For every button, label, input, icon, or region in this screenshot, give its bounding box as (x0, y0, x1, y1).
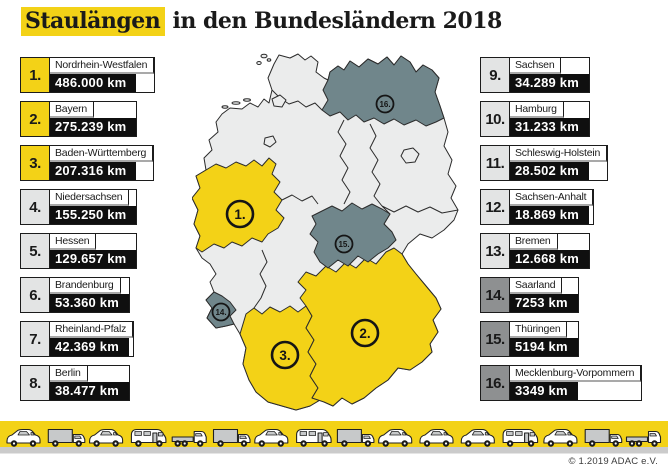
rank-item-15: 15. Thüringen 5194 km (480, 321, 579, 357)
congestion-value: 129.657 km (50, 250, 137, 268)
congestion-value: 28.502 km (510, 162, 589, 180)
rank-badge: 10. (481, 102, 510, 136)
rank-item-1: 1. Nordrhein-Westfalen 486.000 km (20, 57, 156, 93)
rank-badge: 13. (481, 234, 510, 268)
congestion-value: 18.869 km (510, 206, 589, 224)
rank-item-13: 13. Bremen 12.668 km (480, 233, 590, 269)
congestion-value: 42.369 km (50, 338, 129, 356)
map-marker-2: 2. (350, 318, 380, 348)
svg-text:14.: 14. (215, 308, 226, 317)
congestion-value: 34.289 km (510, 74, 589, 92)
traffic-band (0, 421, 668, 454)
congestion-value: 275.239 km (50, 118, 137, 136)
rank-badge: 7. (21, 322, 50, 356)
state-thueringen (309, 202, 397, 269)
ranking-column-left: 1. Nordrhein-Westfalen 486.000 km 2. Bay… (20, 57, 156, 401)
state-name: Hamburg (510, 102, 564, 118)
rank-item-6: 6. Brandenburg 53.360 km (20, 277, 130, 313)
rank-item-2: 2. Bayern 275.239 km (20, 101, 138, 137)
rank-item-11: 11. Schleswig-Holstein 28.502 km (480, 145, 609, 181)
congestion-value: 486.000 km (50, 74, 137, 92)
map-marker-15: 15. (334, 234, 354, 254)
state-name: Bremen (510, 234, 558, 250)
state-hamburg (271, 94, 287, 108)
state-name: Baden-Württemberg (50, 146, 154, 162)
state-saarland (205, 291, 237, 329)
rank-item-8: 8. Berlin 38.477 km (20, 365, 130, 401)
state-name: Mecklenburg-Vorpommern (510, 366, 642, 382)
rank-badge: 12. (481, 190, 510, 224)
rank-item-5: 5. Hessen 129.657 km (20, 233, 138, 269)
congestion-value: 31.233 km (510, 118, 589, 136)
svg-text:16.: 16. (379, 100, 390, 109)
state-name: Sachsen (510, 58, 562, 74)
map-marker-16: 16. (375, 94, 395, 114)
coastal-islands (221, 53, 272, 109)
state-bayern (297, 247, 442, 407)
rank-badge: 2. (21, 102, 50, 136)
state-mecklenburg-vorpommern (321, 55, 445, 127)
rank-badge: 8. (21, 366, 50, 400)
rank-badge: 9. (481, 58, 510, 92)
road-strip (0, 447, 668, 454)
rank-item-10: 10. Hamburg 31.233 km (480, 101, 590, 137)
congestion-value: 155.250 km (50, 206, 137, 224)
map-marker-3: 3. (270, 340, 300, 370)
rank-item-16: 16. Mecklenburg-Vorpommern 3349 km (480, 365, 643, 401)
state-bremen (263, 135, 277, 148)
germany-map: 1. 2. 3. 14. 15. 16. (192, 53, 459, 411)
state-name: Berlin (50, 366, 88, 382)
copyright-text: © 1.2019 ADAC e.V. (568, 456, 658, 467)
state-name: Thüringen (510, 322, 568, 338)
rank-badge: 6. (21, 278, 50, 312)
map-marker-1: 1. (225, 199, 255, 229)
congestion-value: 207.316 km (50, 162, 137, 180)
rank-item-3: 3. Baden-Württemberg 207.316 km (20, 145, 155, 181)
congestion-value: 53.360 km (50, 294, 129, 312)
rank-badge: 14. (481, 278, 510, 312)
state-name: Bayern (50, 102, 95, 118)
state-name: Nordrhein-Westfalen (50, 58, 155, 74)
congestion-value: 38.477 km (50, 382, 129, 400)
rank-badge: 16. (481, 366, 510, 400)
rank-badge: 4. (21, 190, 50, 224)
rank-item-9: 9. Sachsen 34.289 km (480, 57, 590, 93)
congestion-value: 5194 km (510, 338, 578, 356)
rank-badge: 11. (481, 146, 510, 180)
rank-item-4: 4. Niedersachsen 155.250 km (20, 189, 138, 225)
title-highlight: Staulängen (21, 7, 166, 36)
state-name: Rheinland-Pfalz (50, 322, 134, 338)
rank-item-14: 14. Saarland 7253 km (480, 277, 579, 313)
state-name: Sachsen-Anhalt (510, 190, 594, 206)
svg-text:2.: 2. (359, 326, 370, 341)
svg-text:3.: 3. (279, 348, 290, 363)
rank-badge: 1. (21, 58, 50, 92)
page-title: Staulängen in den Bundesländern 2018 (21, 7, 502, 36)
title-rest: in den Bundesländern 2018 (165, 8, 502, 34)
ranking-column-right: 9. Sachsen 34.289 km 10. Hamburg 31.233 … (480, 57, 643, 401)
rank-badge: 15. (481, 322, 510, 356)
state-name: Hessen (50, 234, 97, 250)
state-name: Saarland (510, 278, 563, 294)
state-name: Brandenburg (50, 278, 121, 294)
svg-text:1.: 1. (234, 207, 245, 222)
state-berlin (400, 147, 420, 164)
rank-item-12: 12. Sachsen-Anhalt 18.869 km (480, 189, 595, 225)
congestion-value: 3349 km (510, 382, 578, 400)
svg-text:15.: 15. (338, 240, 349, 249)
state-name: Schleswig-Holstein (510, 146, 608, 162)
rank-badge: 5. (21, 234, 50, 268)
congestion-value: 7253 km (510, 294, 578, 312)
map-marker-14: 14. (211, 302, 231, 322)
state-nordrhein-westfalen (192, 157, 285, 253)
rank-item-7: 7. Rheinland-Pfalz 42.369 km (20, 321, 135, 357)
rank-badge: 3. (21, 146, 50, 180)
congestion-value: 12.668 km (510, 250, 589, 268)
state-name: Niedersachsen (50, 190, 130, 206)
